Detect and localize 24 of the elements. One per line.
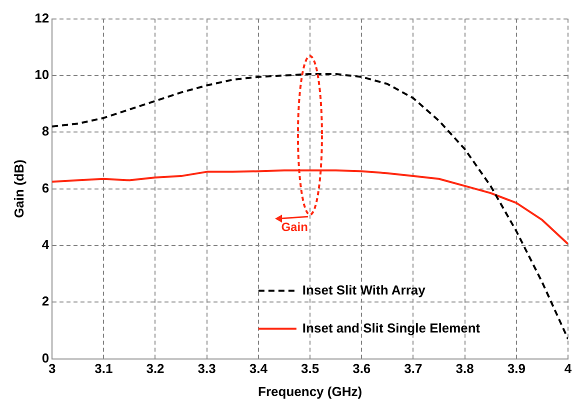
x-tick-label: 3.2 [146,361,164,376]
y-tick-label: 10 [34,67,50,82]
y-tick-label: 0 [42,350,50,366]
x-tick-label: 3.8 [456,361,474,376]
x-tick-label: 3.1 [94,361,113,376]
x-tick-label: 3.4 [249,361,268,376]
x-tick-label: 3 [48,361,56,376]
x-axis-title: Frequency (GHz) [258,384,362,399]
x-tick-label: 3.9 [507,361,526,376]
annotation: Gain [281,220,308,234]
x-tick-label: 3.7 [404,361,422,376]
y-tick-label: 6 [42,180,50,196]
x-tick-label: 3.6 [352,361,371,376]
y-tick-label: 2 [42,294,50,309]
x-tick-label: 4 [564,361,572,376]
x-tick-label: 3.5 [300,361,320,376]
legend-label: Inset and Slit Single Element [302,320,481,336]
y-axis-title: Gain (dB) [11,160,26,218]
y-tick-label: 4 [42,237,50,252]
line-series [52,73,568,340]
legend-label: Inset Slit With Array [302,282,426,298]
y-tick-label: 8 [42,124,50,139]
y-tick-label: 12 [34,10,50,26]
x-tick-label: 3.3 [198,361,216,376]
